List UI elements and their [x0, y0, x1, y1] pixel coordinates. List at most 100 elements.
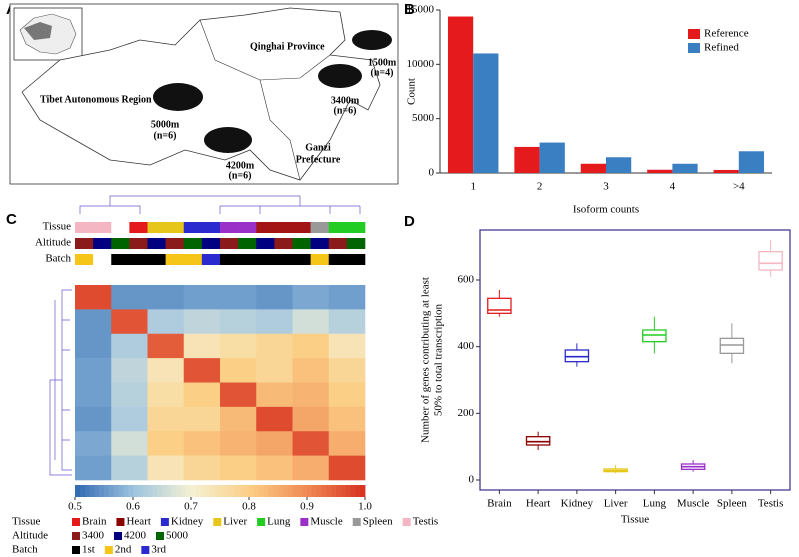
panel-label: C — [6, 211, 17, 228]
colorbar-step — [345, 485, 351, 497]
heat-cell — [183, 333, 221, 359]
legend-label: 2nd — [115, 544, 132, 556]
heat-cell — [147, 285, 185, 310]
bar — [473, 53, 499, 173]
x-tick-label: 2 — [537, 181, 543, 193]
heat-cell — [147, 382, 185, 408]
colorbar-step — [200, 485, 206, 497]
track-segment — [346, 254, 366, 265]
track-segment — [165, 222, 185, 233]
legend-swatch — [141, 546, 150, 554]
colorbar-step — [104, 485, 110, 497]
track-segment — [310, 238, 330, 249]
y-tick-label: 200 — [458, 407, 475, 419]
heat-cell — [75, 406, 112, 432]
colorbar-step — [336, 485, 342, 497]
colorbar-step — [244, 485, 250, 497]
colorbar-step — [311, 485, 318, 497]
box — [642, 329, 667, 343]
track-segment — [256, 254, 275, 265]
heat-cell — [147, 431, 185, 456]
track-label: Altitude — [35, 237, 71, 249]
colorbar-tick-label: 1.0 — [358, 501, 372, 513]
heat-cell — [220, 309, 257, 335]
region-label: Tibet Autonomous Region — [40, 94, 152, 105]
colorbar-step — [282, 485, 289, 497]
y-axis-label: Number of genes contributing at least — [420, 277, 432, 443]
heat-cell — [292, 455, 330, 481]
colorbar-step — [331, 485, 337, 497]
heat-cell — [220, 455, 257, 481]
colorbar-step — [176, 485, 182, 497]
heat-cell — [111, 455, 148, 481]
heat-cell — [292, 382, 330, 408]
legend-swatch — [213, 518, 222, 526]
colorbar-step — [307, 485, 313, 497]
heat-cell — [75, 455, 112, 481]
heat-cell — [75, 358, 112, 383]
legend-label: 5000 — [166, 530, 189, 542]
colorbar-step — [75, 485, 81, 497]
track-segment — [310, 254, 330, 265]
x-tick-label: Testis — [758, 498, 784, 510]
y-tick-label: 0 — [469, 474, 475, 486]
heat-cell — [147, 406, 185, 432]
heat-cell — [328, 285, 366, 310]
x-tick-label: Liver — [604, 498, 628, 510]
site-label: (n=6) — [229, 170, 252, 181]
heat-cell — [75, 309, 112, 335]
track-segment — [183, 222, 203, 233]
track-segment — [129, 238, 148, 249]
panel-label: D — [404, 213, 415, 230]
bar — [606, 157, 632, 173]
legend-label: Liver — [223, 516, 247, 528]
inset-region — [24, 22, 52, 40]
panel-label: B — [404, 1, 415, 18]
colorbar-step — [171, 485, 177, 497]
heat-cell — [328, 406, 366, 432]
track-segment — [220, 254, 239, 265]
region-label: Prefecture — [296, 154, 341, 165]
heat-cell — [220, 382, 257, 408]
colorbar-step — [268, 485, 274, 497]
colorbar-step — [147, 485, 153, 497]
heat-cell — [256, 285, 293, 310]
legend-label: 4200 — [124, 530, 147, 542]
y-tick-label: 0 — [429, 167, 435, 179]
bar — [580, 163, 606, 173]
site-label: 3400m — [331, 95, 360, 106]
colorbar-step — [210, 485, 216, 497]
colorbar-tick-label: 0.6 — [126, 501, 140, 513]
y-tick-label: 600 — [458, 274, 475, 286]
heat-cell — [292, 285, 330, 310]
legend-title: Tissue — [12, 516, 40, 528]
track-segment — [147, 222, 166, 233]
track-segment — [238, 238, 257, 249]
track-segment — [346, 238, 366, 249]
colorbar-tick-label: 0.8 — [242, 501, 256, 513]
plot-frame — [479, 229, 791, 491]
legend-label: Brain — [82, 516, 107, 528]
colorbar-step — [142, 485, 148, 497]
colorbar-step — [292, 485, 298, 497]
region-label: Ganzi — [305, 142, 331, 153]
legend-label: 1st — [82, 544, 95, 556]
heat-cell — [111, 431, 148, 456]
colorbar-step — [205, 485, 211, 497]
y-tick-label: 15000 — [407, 4, 435, 16]
heat-cell — [147, 309, 185, 335]
colorbar-step — [181, 485, 187, 497]
colorbar-step — [152, 485, 158, 497]
colorbar-step — [326, 485, 332, 497]
box — [525, 436, 551, 446]
x-axis-label: Tissue — [621, 514, 649, 526]
heat-cell — [328, 382, 366, 408]
colorbar-step — [166, 485, 173, 497]
colorbar-step — [128, 485, 134, 497]
legend-label: Reference — [704, 28, 749, 40]
heat-cell — [183, 358, 221, 383]
track-segment — [292, 222, 311, 233]
track-segment — [93, 222, 112, 233]
x-tick-label: Brain — [487, 498, 512, 510]
